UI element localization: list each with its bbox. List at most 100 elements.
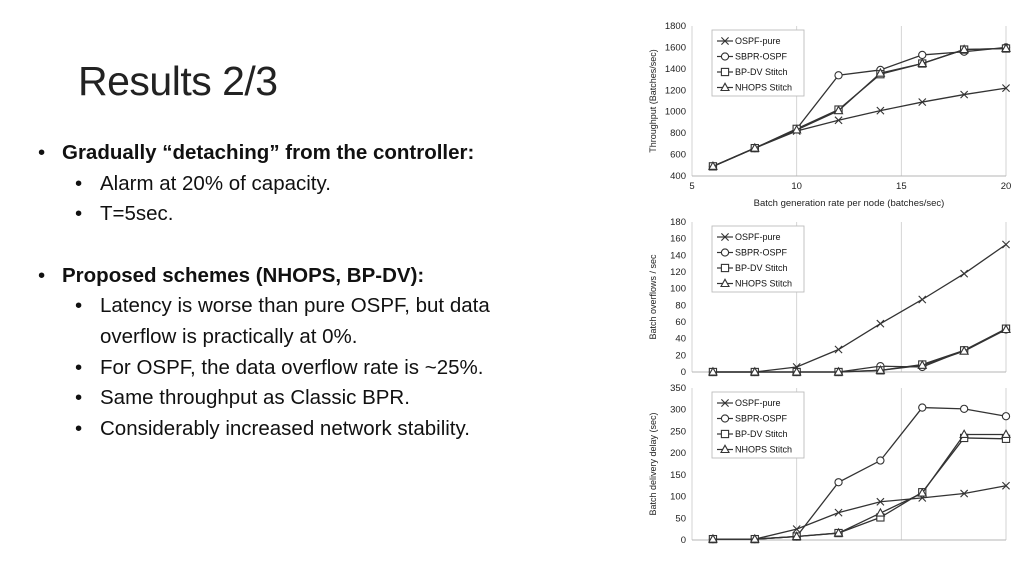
chart3-legend-marker: [721, 399, 729, 407]
chart2-series-nhops-stitch: [707, 324, 1011, 376]
chart1-legend-label: OSPF-pure: [735, 36, 781, 46]
chart2-point-nhops-stitch: [749, 366, 760, 376]
bullet-throughput: Same throughput as Classic BPR.: [38, 383, 558, 414]
chart3-y-tick-label: 300: [670, 405, 686, 416]
chart1-point-sbpr-ospf: [834, 71, 843, 80]
chart1-series-ospf-pure: [708, 84, 1010, 171]
chart2-y-axis-label: Batch overflows / sec: [648, 254, 658, 340]
chart1-point-nhops-stitch: [1001, 43, 1011, 53]
chart1-legend-marker: [720, 52, 730, 61]
chart1-legend-label: SBPR-OSPF: [735, 52, 788, 62]
chart3-point-nhops-stitch: [959, 429, 970, 439]
chart3-point-sbpr-ospf: [834, 478, 843, 487]
chart2-line-ospf-pure: [712, 243, 1007, 373]
chart3-point-sbpr-ospf: [918, 403, 927, 412]
chart1-point-nhops-stitch: [749, 142, 760, 152]
chart2-point-ospf-pure: [960, 269, 969, 278]
chart1-legend-label: NHOPS Stitch: [735, 83, 792, 93]
bullet-proposed-schemes: Proposed schemes (NHOPS, BP-DV):: [38, 261, 558, 292]
chart3-y-tick-label: 350: [670, 383, 686, 394]
chart1-point-ospf-pure: [834, 116, 843, 125]
bullet-timer: T=5sec.: [38, 199, 558, 230]
chart2-y-tick-label: 80: [675, 300, 686, 311]
bullet-latency-line1: Latency is worse than pure OSPF, but dat…: [100, 294, 490, 318]
bullet-latency: Latency is worse than pure OSPF, but dat…: [38, 291, 558, 352]
chart1-point-sbpr-ospf: [918, 50, 927, 60]
chart1-x-tick-label: 5: [689, 181, 694, 192]
overflow-chart: 0 20 40 60 80 100 120 140 160 180 Batch overflows …: [648, 217, 1011, 378]
chart3-point-nhops-stitch: [833, 527, 844, 537]
chart3-point-nhops-stitch: [917, 487, 928, 497]
chart3-y-tick-label: 200: [670, 448, 686, 459]
chart1-point-ospf-pure: [918, 98, 927, 107]
chart1-point-ospf-pure: [1002, 84, 1010, 93]
chart3-legend-label: OSPF-pure: [735, 398, 781, 408]
chart3-point-nhops-stitch: [707, 533, 718, 543]
chart1-series-nhops-stitch: [707, 43, 1011, 170]
chart2-y-tick-label: 100: [670, 284, 686, 295]
chart3-legend-marker: [720, 444, 730, 454]
chart1-y-tick-label: 400: [670, 171, 686, 182]
slide-title: Results 2/3: [78, 58, 278, 104]
chart1-legend-label: BP-DV Stitch: [735, 67, 788, 77]
bullet-latency-line2: overflow is practically at 0%.: [100, 324, 358, 348]
chart1-point-nhops-stitch: [959, 44, 970, 54]
chart2-legend-marker: [720, 278, 730, 288]
chart3-y-tick-label: 250: [670, 426, 686, 437]
bullet-list: Gradually “detaching” from the controlle…: [38, 138, 558, 444]
chart2-legend-label: NHOPS Stitch: [735, 279, 792, 289]
chart1-y-tick-label: 1200: [665, 85, 686, 96]
chart1-point-nhops-stitch: [833, 105, 844, 115]
chart1-x-tick-label: 10: [791, 181, 802, 192]
chart1-y-tick-label: 800: [670, 128, 686, 139]
chart3-legend-marker: [720, 414, 730, 423]
chart2-legend-marker: [721, 233, 729, 241]
chart1-legend-marker: [720, 67, 730, 77]
chart3-y-tick-label: 0: [681, 535, 686, 546]
chart2-y-tick-label: 180: [670, 217, 686, 228]
chart2-legend-marker: [720, 263, 730, 273]
chart2-y-tick-label: 140: [670, 250, 686, 261]
chart2-legend-marker: [720, 248, 730, 257]
chart1-x-axis-label: Batch generation rate per node (batches/…: [754, 198, 945, 209]
chart1-y-tick-label: 1800: [665, 21, 686, 32]
chart2-y-tick-label: 60: [675, 317, 686, 328]
chart3-legend-label: SBPR-OSPF: [735, 414, 788, 424]
chart1-x-tick-label: 20: [1001, 181, 1012, 192]
chart3-point-nhops-stitch: [1001, 429, 1011, 439]
chart1-y-tick-label: 1400: [665, 64, 686, 75]
chart3-legend-label: BP-DV Stitch: [735, 429, 788, 439]
chart1-point-ospf-pure: [876, 106, 885, 115]
chart3-point-sbpr-ospf: [876, 456, 885, 465]
chart3-series-ospf-pure: [708, 481, 1010, 544]
chart3-y-tick-label: 50: [675, 513, 686, 524]
chart3-point-ospf-pure: [960, 489, 969, 498]
chart2-point-ospf-pure: [834, 345, 843, 354]
chart2-line-nhops-stitch: [712, 328, 1007, 373]
chart2-y-tick-label: 120: [670, 267, 686, 278]
chart1-y-tick-label: 600: [670, 150, 686, 161]
chart2-point-nhops-stitch: [875, 365, 886, 374]
chart3-series-nhops-stitch: [707, 429, 1011, 543]
delay-chart: 0 50 100 150 200 250 300 350 Batch delivery dela…: [648, 383, 1011, 546]
bullet-detaching: Gradually “detaching” from the controlle…: [38, 138, 558, 169]
chart1-y-tick-label: 1000: [665, 107, 686, 118]
chart2-point-ospf-pure: [918, 295, 927, 304]
chart3-line-ospf-pure: [712, 485, 1007, 540]
chart2-y-tick-label: 0: [681, 367, 686, 378]
chart1-y-tick-label: 1600: [665, 42, 686, 53]
chart2-legend-label: SBPR-OSPF: [735, 248, 788, 258]
chart2-point-nhops-stitch: [959, 345, 970, 355]
chart1-point-nhops-stitch: [875, 67, 886, 77]
chart3-y-axis-label: Batch delivery delay (sec): [648, 412, 658, 515]
chart2-y-tick-label: 160: [670, 234, 686, 245]
chart1-x-tick-label: 15: [896, 181, 907, 192]
chart2-point-nhops-stitch: [833, 366, 844, 376]
bullet-ospf-overflow: For OSPF, the data overflow rate is ~25%…: [38, 353, 558, 384]
chart2-y-tick-label: 40: [675, 334, 686, 345]
chart1-point-nhops-stitch: [917, 58, 928, 68]
chart1-y-axis-label: Throughput (Batches/sec): [648, 49, 658, 153]
chart3-point-ospf-pure: [1002, 481, 1010, 490]
chart1-line-nhops-stitch: [712, 47, 1007, 167]
chart2-point-nhops-stitch: [707, 366, 718, 376]
